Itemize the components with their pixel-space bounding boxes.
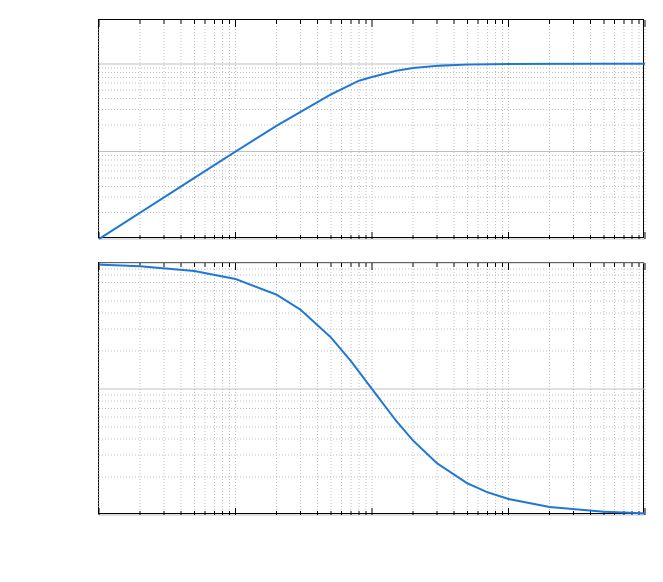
bode-plot-container: { "layout": { "width": 663, "height": 58… (0, 0, 663, 582)
magnitude-plot (98, 19, 644, 238)
phase-plot (98, 262, 644, 514)
